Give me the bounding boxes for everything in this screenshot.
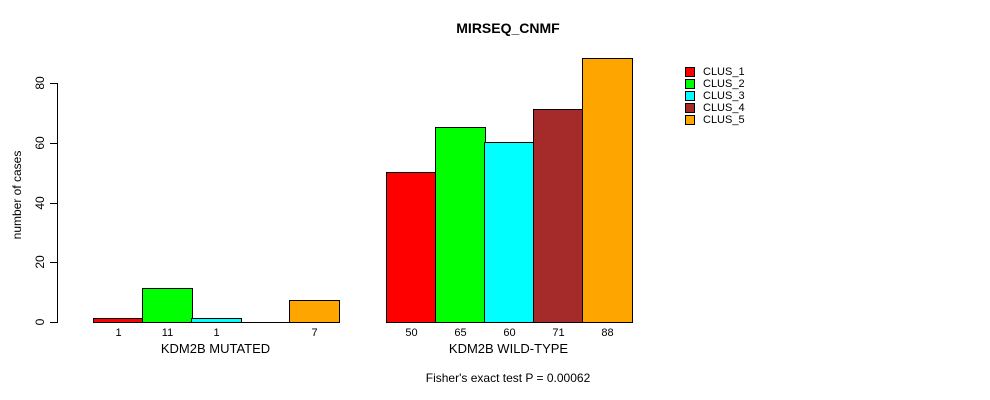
bar-clus_3-wild-type	[484, 142, 535, 323]
y-axis-title: number of cases	[10, 150, 24, 240]
bar-value-label: 1	[115, 327, 122, 339]
group-label-wild-type: KDM2B WILD-TYPE	[448, 341, 569, 356]
legend-label-clus_2: CLUS_2	[703, 78, 745, 90]
bar-value-label: 65	[454, 327, 467, 339]
legend-label-clus_1: CLUS_1	[703, 66, 745, 78]
legend-swatch-clus_1	[685, 67, 695, 77]
y-tick	[50, 322, 57, 323]
bar-clus_5-mutated	[289, 300, 340, 323]
legend-swatch-clus_3	[685, 91, 695, 101]
bar-clus_2-wild-type	[435, 127, 486, 323]
caption-fisher-test: Fisher's exact test P = 0.00062	[425, 371, 591, 385]
y-tick-label: 20	[33, 255, 47, 269]
bar-value-label: 88	[601, 327, 614, 339]
bar-clus_4-wild-type	[533, 109, 584, 323]
legend-label-clus_3: CLUS_3	[703, 90, 745, 102]
y-tick-label: 40	[33, 196, 47, 210]
bar-clus_3-mutated	[191, 318, 242, 323]
bar-clus_2-mutated	[142, 288, 193, 323]
y-tick	[50, 143, 57, 144]
y-tick-label: 0	[33, 318, 47, 326]
bar-value-label: 60	[503, 327, 516, 339]
bar-value-label: 7	[311, 327, 318, 339]
legend-label-clus_5: CLUS_5	[703, 114, 745, 126]
bar-clus_5-wild-type	[582, 58, 633, 323]
legend-swatch-clus_2	[685, 79, 695, 89]
bar-value-label: 1	[213, 327, 220, 339]
y-tick-label: 80	[33, 76, 47, 90]
y-tick	[50, 262, 57, 263]
legend-swatch-clus_5	[685, 115, 695, 125]
bar-value-label: 50	[405, 327, 418, 339]
y-axis-line	[57, 83, 58, 323]
chart-title: MIRSEQ_CNMF	[456, 20, 560, 36]
bar-clus_1-wild-type	[386, 172, 437, 323]
legend-label-clus_4: CLUS_4	[703, 102, 745, 114]
y-tick	[50, 203, 57, 204]
bar-value-label: 11	[161, 327, 174, 339]
y-tick-label: 60	[33, 136, 47, 150]
bar-value-label: 71	[552, 327, 565, 339]
y-tick	[50, 83, 57, 84]
bar-clus_4-zero	[240, 322, 291, 323]
legend-swatch-clus_4	[685, 103, 695, 113]
bar-clus_1-mutated	[93, 318, 144, 323]
group-label-mutated: KDM2B MUTATED	[160, 341, 271, 356]
